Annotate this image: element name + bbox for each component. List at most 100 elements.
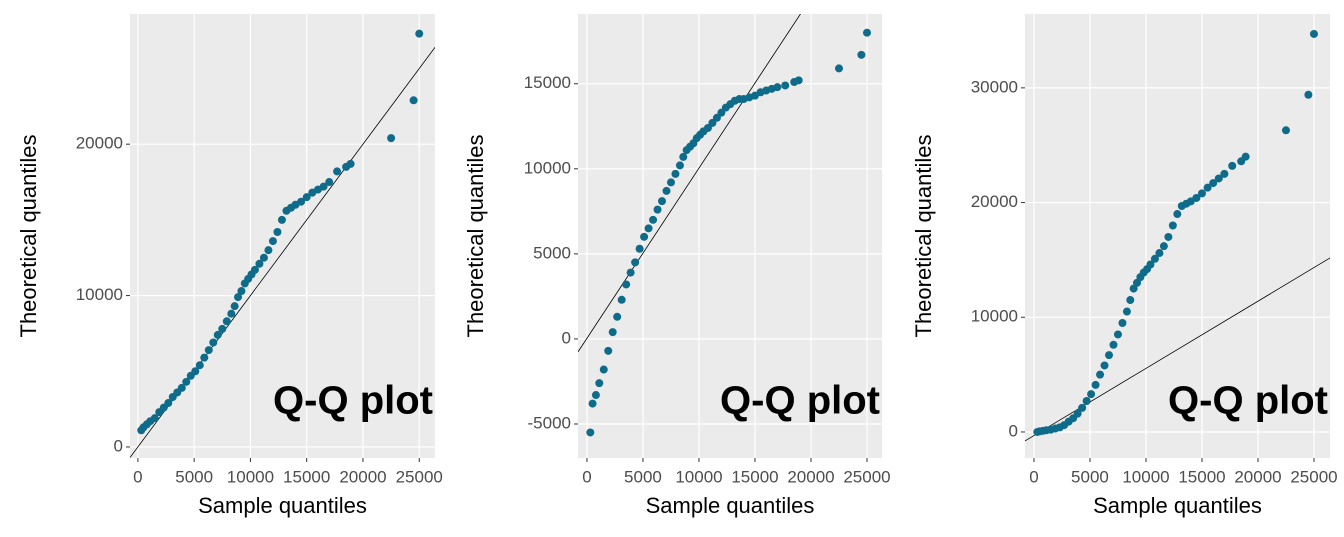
point: [604, 346, 613, 355]
point: [653, 205, 662, 214]
annotation: Q-Q plot: [720, 379, 880, 423]
point: [1082, 396, 1091, 405]
point: [230, 302, 239, 311]
point: [857, 50, 866, 59]
point: [626, 268, 635, 277]
point: [635, 244, 644, 253]
y-tick-label: 30000: [971, 77, 1018, 96]
x-tick-label: 0: [582, 467, 591, 486]
point: [237, 287, 246, 296]
y-tick-label: 15000: [524, 73, 571, 92]
x-tick-label: 5000: [624, 467, 662, 486]
point: [264, 246, 273, 255]
x-tick-label: 10000: [1122, 467, 1169, 486]
point: [234, 293, 243, 302]
point: [302, 193, 311, 202]
point: [213, 330, 222, 339]
point: [273, 227, 282, 236]
point: [1091, 380, 1100, 389]
x-tick-label: 25000: [843, 467, 890, 486]
x-tick-label: 20000: [787, 467, 834, 486]
point: [164, 399, 173, 408]
panel: 0 5000 10000 15000 20000 25000 0 10000 20000 3000…: [911, 14, 1338, 518]
y-tick-label: 0: [562, 328, 571, 347]
x-axis-title: Sample quantiles: [1093, 493, 1262, 518]
point: [177, 383, 186, 392]
point: [1113, 330, 1122, 339]
point: [1118, 318, 1127, 327]
point: [1164, 232, 1173, 241]
point: [640, 232, 649, 241]
point: [346, 159, 355, 168]
point: [1105, 351, 1114, 360]
panel: 0 5000 10000 15000 20000 25000 0 10000 20000 Q-Q …: [16, 14, 443, 518]
point: [319, 182, 328, 191]
point: [1203, 183, 1212, 192]
point: [1173, 210, 1182, 219]
point: [1150, 254, 1159, 263]
point: [204, 346, 213, 355]
point: [1281, 126, 1290, 135]
y-axis-title: Theoretical quantiles: [911, 134, 936, 337]
point: [862, 28, 871, 37]
y-tick-label: 5000: [533, 243, 571, 262]
x-axis-title: Sample quantiles: [646, 493, 815, 518]
annotation: Q-Q plot: [273, 379, 433, 423]
x-tick-label: 5000: [175, 467, 213, 486]
x-tick-label: 15000: [283, 467, 330, 486]
point: [631, 258, 640, 267]
point: [1168, 221, 1177, 230]
point: [794, 76, 803, 85]
point: [297, 197, 306, 206]
y-tick-label: 10000: [971, 307, 1018, 326]
point: [255, 259, 264, 268]
panel: 0 5000 10000 15000 20000 25000 -5000 0 5000 10000…: [463, 14, 891, 518]
point: [1146, 260, 1155, 269]
point: [1122, 307, 1131, 316]
y-tick-label: -5000: [528, 413, 571, 432]
point: [250, 265, 259, 274]
point: [675, 161, 684, 170]
plot-area: [578, 14, 871, 437]
point: [834, 64, 843, 73]
y-tick-label: 20000: [971, 192, 1018, 211]
point: [200, 353, 209, 362]
point: [588, 399, 597, 408]
point: [773, 83, 782, 92]
plot-background: [130, 14, 435, 458]
plot-area: [1025, 29, 1330, 442]
point: [599, 365, 608, 374]
x-tick-label: 15000: [1178, 467, 1225, 486]
point: [1197, 189, 1206, 198]
point: [671, 169, 680, 178]
point: [1087, 390, 1096, 399]
y-tick-label: 10000: [524, 158, 571, 177]
point: [259, 253, 268, 262]
x-tick-label: 10000: [227, 467, 274, 486]
point: [666, 178, 675, 187]
point: [1126, 296, 1135, 305]
point: [218, 324, 227, 333]
point: [227, 309, 236, 318]
point: [595, 379, 604, 388]
point: [209, 338, 218, 347]
plot-area: [130, 29, 435, 458]
point: [622, 280, 631, 289]
point: [662, 186, 671, 195]
x-tick-label: 10000: [675, 467, 722, 486]
point: [1096, 370, 1105, 379]
point: [1078, 403, 1087, 412]
y-axis-title: Theoretical quantiles: [463, 134, 488, 337]
x-tick-label: 0: [133, 467, 142, 486]
x-tick-label: 15000: [731, 467, 778, 486]
y-tick-label: 0: [114, 436, 123, 455]
point: [387, 134, 396, 143]
point: [1192, 193, 1201, 202]
point: [644, 224, 653, 233]
point: [679, 152, 688, 161]
point: [268, 237, 277, 246]
point: [1109, 340, 1118, 349]
point: [608, 328, 617, 337]
point: [1214, 174, 1223, 183]
point: [591, 391, 600, 400]
